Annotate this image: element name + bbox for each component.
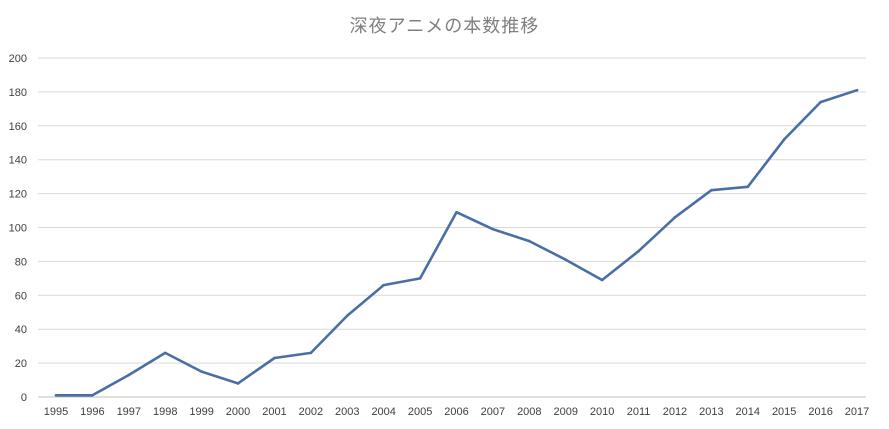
data-point: [782, 138, 786, 141]
data-point: [91, 394, 94, 397]
x-tick-label: 2017: [845, 406, 869, 418]
x-tick-label: 2001: [262, 406, 286, 418]
y-tick-label: 60: [15, 290, 27, 302]
y-tick-label: 160: [9, 121, 27, 133]
data-point: [746, 185, 750, 189]
y-tick-label: 40: [15, 324, 27, 336]
data-point: [819, 100, 822, 104]
data-point: [200, 370, 203, 373]
data-point: [455, 210, 458, 214]
y-tick-label: 180: [9, 87, 27, 99]
series-line: [54, 88, 859, 397]
x-tick-label: 2000: [226, 406, 250, 418]
x-tick-label: 2002: [299, 406, 323, 418]
x-tick-label: 1998: [153, 406, 177, 418]
y-tick-label: 20: [15, 358, 27, 370]
x-tick-label: 2007: [481, 406, 505, 418]
y-tick-label: 120: [9, 189, 27, 201]
x-tick-label: 2006: [444, 406, 468, 418]
x-axis-ticks: 1995 1996 1997 1998 1999 2000 2001 2002 2003 2004…: [44, 406, 869, 418]
data-point: [637, 249, 640, 253]
data-point: [600, 278, 604, 282]
data-point: [564, 258, 568, 262]
x-tick-label: 2014: [736, 406, 760, 418]
data-point: [345, 314, 349, 317]
x-tick-label: 2008: [517, 406, 541, 418]
x-tick-label: 2004: [371, 406, 395, 418]
x-tick-label: 2005: [408, 406, 432, 418]
gridlines: [38, 57, 866, 398]
y-tick-label: 80: [15, 256, 27, 268]
x-tick-label: 1999: [189, 406, 213, 418]
x-tick-label: 2013: [699, 406, 723, 418]
data-point: [855, 88, 859, 92]
y-tick-label: 100: [9, 223, 27, 235]
x-tick-label: 1996: [80, 406, 104, 418]
data-point: [273, 356, 276, 360]
x-tick-label: 2011: [627, 406, 651, 418]
data-point: [163, 351, 167, 355]
data-point: [54, 394, 58, 397]
y-tick-label: 0: [21, 392, 27, 404]
x-tick-label: 1995: [44, 406, 68, 418]
y-axis-ticks: 0 20 40 60 80 100 120 140 160 180 200: [9, 53, 27, 404]
x-tick-label: 2010: [590, 406, 614, 418]
data-point: [127, 373, 131, 377]
x-tick-label: 2016: [808, 406, 832, 418]
data-point: [309, 351, 313, 355]
data-point: [236, 382, 240, 385]
chart-title: 深夜アニメの本数推移: [349, 16, 540, 37]
x-tick-label: 2009: [553, 406, 577, 418]
x-tick-label: 1997: [117, 406, 141, 418]
x-tick-label: 2012: [663, 406, 687, 418]
data-point: [673, 216, 677, 219]
data-point: [382, 283, 385, 287]
y-tick-label: 140: [9, 155, 27, 167]
data-point: [528, 239, 531, 243]
data-point: [418, 277, 422, 280]
x-tick-label: 2003: [335, 406, 359, 418]
data-point: [710, 188, 713, 192]
x-tick-label: 2015: [772, 406, 796, 418]
y-tick-label: 200: [9, 53, 27, 65]
series-layer: [54, 88, 859, 397]
data-point: [491, 227, 495, 231]
